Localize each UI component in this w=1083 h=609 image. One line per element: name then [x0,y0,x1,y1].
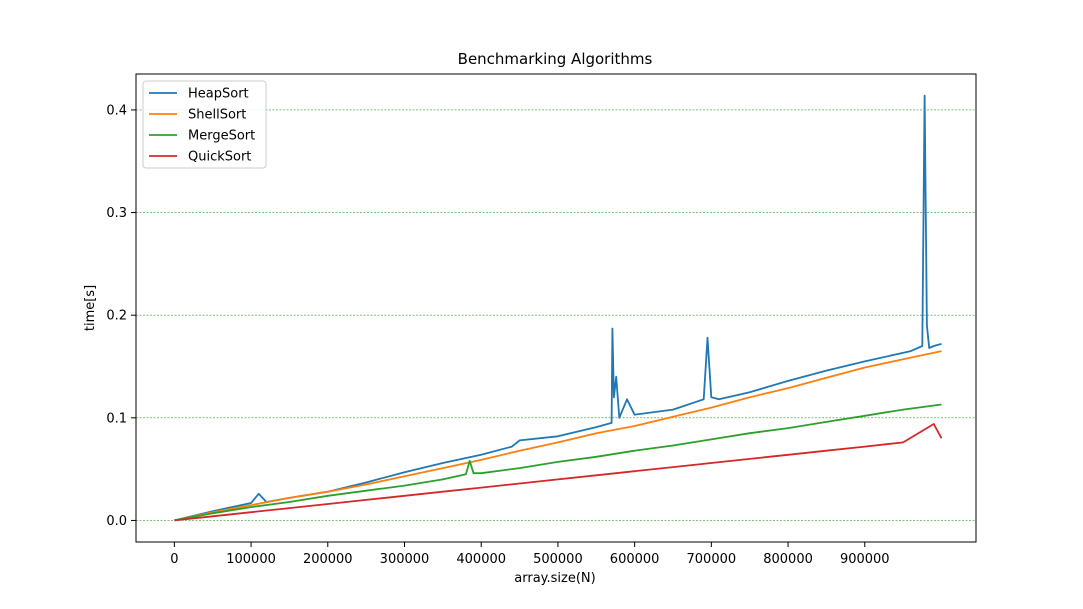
x-tick-label: 600000 [610,552,660,567]
x-tick-label: 100000 [226,552,276,567]
legend: HeapSort ShellSort MergeSort QuickSort [142,80,267,169]
x-tick-label: 800000 [763,552,813,567]
x-tick-label: 0 [170,552,178,567]
x-tick-label: 700000 [687,552,737,567]
x-axis-ticks: 0 100000 200000 300000 400000 500000 600000 700… [170,542,890,567]
legend-label: HeapSort [188,87,249,102]
legend-label: ShellSort [188,108,246,123]
grid-lines [136,109,976,521]
x-tick-label: 900000 [840,552,890,567]
plot-frame [135,73,977,543]
x-tick-label: 400000 [456,552,506,567]
x-axis-label: array.size(N) [514,571,595,586]
legend-label: MergeSort [188,129,255,144]
y-tick-label: 0.3 [106,206,127,221]
y-tick-label: 0.4 [106,103,127,118]
y-tick-label: 0.1 [106,411,127,426]
x-tick-label: 300000 [380,552,430,567]
series-line-shellsort [174,350,942,522]
series-line-quicksort [174,423,943,522]
y-axis-label: time[s] [83,285,98,331]
x-tick-label: 500000 [533,552,583,567]
y-tick-label: 0.2 [106,309,127,324]
series-lines [174,94,943,522]
series-line-mergesort [174,403,942,522]
y-tick-label: 0.0 [106,514,127,529]
legend-label: QuickSort [188,150,251,165]
chart-title: Benchmarking Algorithms [458,50,653,68]
x-tick-label: 200000 [303,552,353,567]
y-axis-ticks: 0.0 0.1 0.2 0.3 0.4 [106,103,136,529]
legend-box [142,80,267,169]
series-line-heapsort [174,94,942,522]
